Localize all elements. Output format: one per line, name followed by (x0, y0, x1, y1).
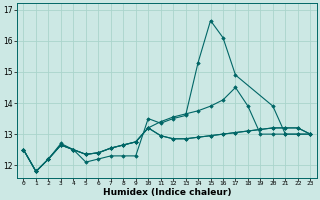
X-axis label: Humidex (Indice chaleur): Humidex (Indice chaleur) (103, 188, 231, 197)
